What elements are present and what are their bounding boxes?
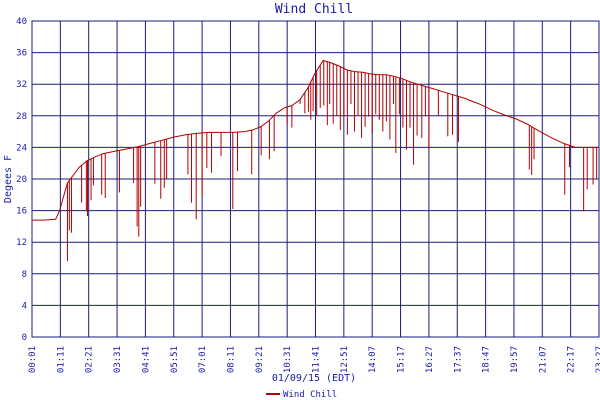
x-tick-label: 15:17 — [397, 346, 407, 373]
x-tick-label: 09:21 — [255, 346, 265, 373]
y-tick-label: 20 — [16, 175, 27, 185]
y-axis-label: Degees F — [3, 155, 14, 203]
legend: Wind Chill — [266, 390, 337, 400]
x-tick-label: 21:07 — [538, 346, 548, 373]
y-tick-label: 8 — [22, 270, 27, 280]
y-tick-label: 36 — [16, 49, 27, 59]
x-tick-label: 05:51 — [170, 346, 180, 373]
x-tick-label: 08:11 — [226, 346, 236, 373]
y-axis-ticks: 0 4 8 12 16 20 24 28 32 36 40 — [16, 17, 27, 343]
x-tick-label: 18:47 — [482, 346, 492, 373]
x-tick-label: 00:01 — [28, 346, 38, 373]
x-tick-label: 02:21 — [85, 346, 95, 373]
legend-label: Wind Chill — [283, 390, 337, 400]
x-tick-label: 19:57 — [510, 346, 520, 373]
y-tick-label: 12 — [16, 238, 27, 248]
x-axis-ticks: 00:01 01:11 02:21 03:31 04:41 05:51 07:01 08:11… — [28, 346, 600, 373]
x-tick-label: 11:41 — [312, 346, 322, 373]
grid-lines — [31, 20, 600, 338]
x-tick-label: 10:31 — [283, 346, 293, 373]
chart-title: Wind Chill — [275, 2, 353, 17]
x-tick-label: 07:01 — [198, 346, 208, 373]
x-axis-label: 01/09/15 (EDT) — [272, 373, 356, 384]
x-tick-label: 03:31 — [113, 346, 123, 373]
x-tick-label: 12:51 — [340, 346, 350, 373]
y-tick-label: 32 — [16, 80, 27, 90]
wind-chill-line — [32, 59, 598, 221]
y-tick-label: 28 — [16, 112, 27, 122]
y-tick-label: 0 — [22, 333, 27, 343]
y-tick-label: 40 — [16, 17, 27, 27]
y-tick-label: 16 — [16, 207, 27, 217]
y-tick-label: 4 — [22, 301, 27, 311]
x-tick-label: 01:11 — [56, 346, 66, 373]
x-tick-label: 16:27 — [425, 346, 435, 373]
y-tick-label: 24 — [16, 143, 27, 153]
x-tick-label: 14:07 — [368, 346, 378, 373]
x-tick-label: 04:41 — [141, 346, 151, 373]
series-layer — [32, 59, 598, 262]
x-tick-label: 22:17 — [567, 346, 577, 373]
x-tick-label: 17:37 — [453, 346, 463, 373]
x-tick-label: 23:27 — [595, 346, 600, 373]
